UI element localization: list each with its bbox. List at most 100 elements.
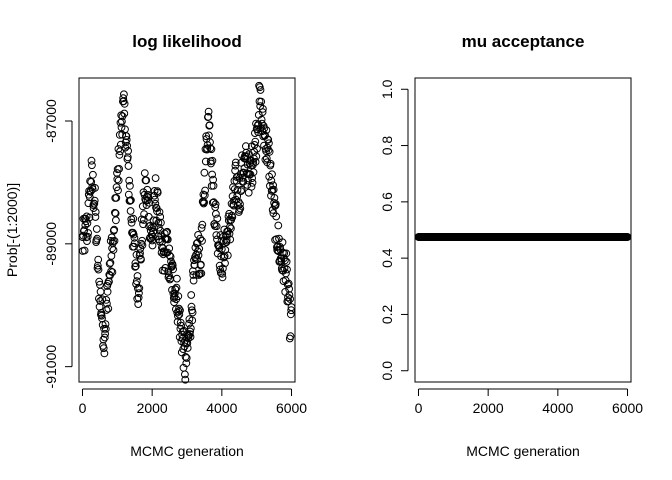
data-point: [248, 178, 257, 187]
data-point: [131, 259, 140, 268]
data-point: [193, 238, 202, 247]
data-point: [222, 236, 231, 244]
data-point: [237, 185, 246, 194]
data-point: [157, 218, 165, 227]
data-point: [105, 259, 114, 268]
data-point: [80, 226, 89, 235]
data-point: [182, 359, 191, 368]
data-point: [187, 291, 196, 299]
data-point: [205, 121, 214, 129]
data-point: [137, 239, 146, 248]
data-point: [199, 190, 208, 199]
data-point: [204, 112, 213, 121]
data-point: [249, 168, 258, 177]
plot-frame: [78, 77, 296, 383]
data-point: [623, 233, 632, 241]
data-point: [120, 99, 129, 108]
data-point: [97, 311, 106, 320]
data-point: [182, 354, 191, 362]
data-point: [194, 231, 203, 239]
data-point: [218, 269, 227, 278]
data-point: [114, 176, 123, 185]
data-point: [168, 261, 177, 270]
data-point: [223, 251, 232, 260]
data-point: [130, 233, 139, 242]
data-point: [176, 318, 185, 327]
data-point: [167, 263, 176, 271]
data-point: [96, 287, 105, 296]
data-point: [133, 294, 142, 303]
data-point: [286, 332, 295, 341]
data-point: [231, 158, 240, 167]
data-point: [155, 208, 164, 216]
data-point: [140, 169, 149, 178]
data-point: [208, 170, 217, 179]
data-point: [100, 333, 109, 342]
data-point: [213, 214, 222, 223]
data-point: [193, 255, 202, 264]
data-point: [112, 216, 120, 225]
data-point: [90, 199, 99, 208]
data-point: [94, 255, 103, 264]
data-point: [200, 191, 209, 200]
data-point: [206, 144, 215, 153]
data-point: [94, 265, 103, 274]
data-point: [118, 117, 126, 126]
data-point: [150, 223, 158, 232]
data-point: [83, 237, 91, 246]
points-log-likelihood: [78, 81, 296, 384]
data-point: [250, 141, 259, 149]
x-tick-label: 4000: [206, 400, 237, 416]
data-point: [114, 186, 122, 195]
y-tick-label: -87000: [43, 99, 59, 143]
panel-mu-acceptance: mu acceptance MCMC generation 0 2000 4000 6…: [379, 32, 643, 459]
y-axis: 0.0 0.2 0.4 0.6 0.8 1.0: [379, 79, 409, 380]
data-point: [101, 325, 110, 333]
data-point: [211, 200, 220, 209]
data-point: [271, 200, 280, 208]
plot-frame: [414, 77, 632, 383]
data-point: [212, 210, 220, 218]
data-point: [92, 225, 101, 233]
data-point: [197, 224, 206, 232]
data-point: [151, 199, 160, 208]
x-axis-label: MCMC generation: [466, 443, 580, 459]
data-point: [287, 306, 296, 315]
data-point: [140, 210, 149, 219]
data-point: [251, 137, 260, 146]
data-point: [80, 246, 89, 255]
data-point: [261, 155, 270, 164]
x-tick-label: 6000: [612, 400, 643, 416]
data-point: [226, 235, 235, 244]
data-point: [144, 193, 153, 202]
data-point: [200, 168, 209, 177]
data-point: [113, 175, 122, 184]
data-point: [98, 295, 107, 304]
data-point: [115, 165, 123, 173]
data-point: [274, 247, 283, 256]
data-point: [163, 235, 172, 244]
x-axis-label: MCMC generation: [130, 443, 244, 459]
data-point: [108, 244, 116, 253]
data-point: [285, 291, 294, 299]
data-point: [283, 280, 292, 289]
data-point: [252, 152, 261, 161]
data-point: [265, 139, 273, 148]
data-point: [265, 147, 274, 156]
data-point: [89, 170, 97, 179]
data-point: [236, 200, 244, 209]
data-point: [160, 229, 169, 238]
data-point: [188, 316, 197, 325]
data-point: [110, 225, 119, 234]
x-axis: 0 2000 4000 6000: [79, 388, 307, 416]
x-tick-label: 4000: [542, 400, 573, 416]
data-point: [243, 181, 252, 189]
data-point: [101, 330, 109, 338]
data-point: [84, 229, 92, 237]
data-point: [198, 237, 206, 245]
y-tick-label: 1.0: [379, 79, 395, 99]
x-tick-label: 2000: [137, 400, 168, 416]
data-point: [212, 222, 221, 231]
data-point: [251, 158, 260, 166]
data-point: [169, 265, 178, 274]
